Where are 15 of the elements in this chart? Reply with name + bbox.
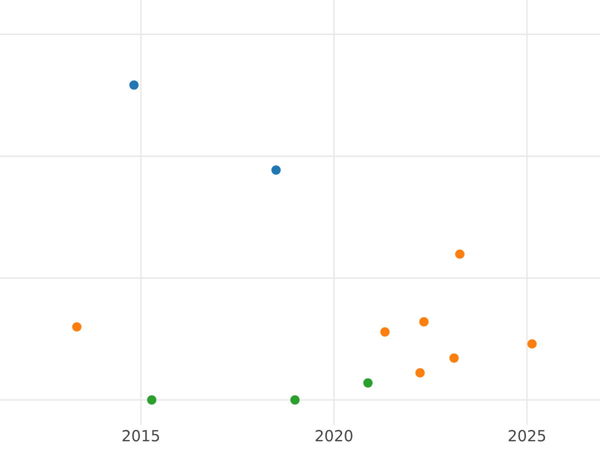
point	[147, 395, 156, 405]
point	[449, 353, 459, 363]
point	[455, 249, 465, 259]
point	[363, 378, 373, 388]
point	[527, 339, 537, 349]
point	[415, 368, 425, 378]
point	[380, 327, 390, 337]
x-tick-label: 2020	[316, 430, 352, 442]
point	[419, 317, 429, 326]
point	[290, 395, 300, 405]
point	[129, 80, 139, 90]
point	[72, 322, 82, 332]
x-tick-label: 2015	[122, 430, 160, 442]
x-tick-label: 2025	[508, 430, 546, 442]
point	[271, 165, 281, 175]
